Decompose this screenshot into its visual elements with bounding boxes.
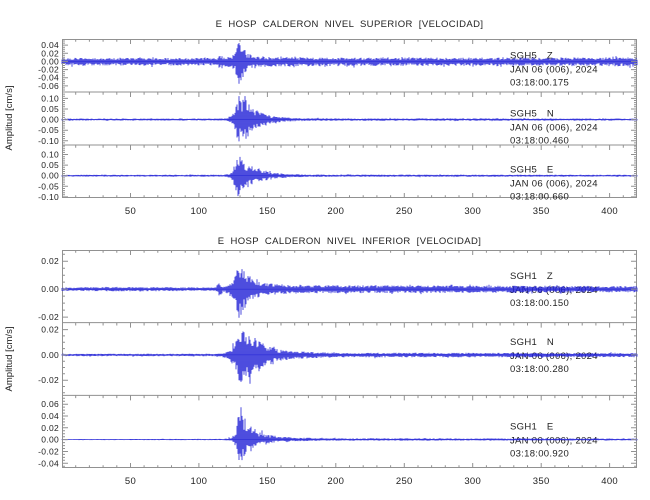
x-tick-label: 150 (259, 206, 276, 217)
x-tick-label: 50 (125, 206, 136, 217)
x-tick-label: 300 (464, 476, 481, 487)
y-tick-label: -0.05 (38, 125, 59, 135)
y-tick-label: 0.10 (41, 150, 59, 160)
y-tick-label: 0.00 (41, 56, 59, 66)
x-tick-label: 350 (533, 206, 550, 217)
waveform-trace-SGH5-E (61, 156, 638, 197)
station-label: SGH5 N (510, 109, 554, 120)
x-tick-label: 350 (533, 476, 550, 487)
y-tick-label: -0.04 (38, 73, 59, 83)
time-label: 03:18:00.280 (510, 364, 569, 375)
y-tick-label: -0.02 (38, 375, 59, 385)
y-tick-label: -0.06 (38, 81, 59, 91)
axis-ticks (62, 39, 637, 198)
y-tick-label: -0.10 (38, 136, 59, 146)
date-label: JAN 06 (006), 2024 (510, 436, 598, 447)
x-tick-label: 200 (327, 206, 344, 217)
x-tick-label: 50 (125, 476, 136, 487)
station-label: SGH5 Z (510, 50, 553, 61)
x-tick-label: 250 (396, 476, 413, 487)
x-tick-label: 250 (396, 206, 413, 217)
y-tick-label: 0.00 (41, 115, 59, 125)
y-tick-label: -0.10 (38, 192, 59, 202)
date-label: JAN 06 (006), 2024 (510, 179, 598, 190)
station-label: SGH1 Z (510, 271, 553, 282)
y-tick-label: -0.02 (38, 65, 59, 75)
y-tick-label: -0.02 (38, 312, 59, 322)
y-tick-label: 0.00 (41, 435, 59, 445)
y-tick-label: 0.00 (41, 171, 59, 181)
x-tick-label: 300 (464, 206, 481, 217)
station-label: SGH1 N (510, 337, 554, 348)
y-tick-label: -0.05 (38, 181, 59, 191)
y-tick-label: 0.02 (41, 48, 59, 58)
time-label: 03:18:00.920 (510, 449, 569, 460)
panel-title-inferior: E HOSP CALDERON NIVEL INFERIOR [VELOCIDA… (217, 236, 482, 247)
y-tick-label: 0.02 (41, 325, 59, 335)
time-label: 03:18:00.175 (510, 77, 569, 88)
x-tick-label: 100 (191, 476, 208, 487)
y-tick-label: 0.00 (41, 350, 59, 360)
x-tick-label: 400 (601, 476, 618, 487)
y-tick-label: 0.10 (41, 93, 59, 103)
time-label: 03:18:00.460 (510, 136, 569, 147)
y-tick-label: 0.04 (41, 40, 59, 50)
station-label: SGH1 E (510, 422, 554, 433)
time-label: 03:18:00.660 (510, 192, 569, 203)
x-tick-label: 100 (191, 206, 208, 217)
y-tick-label: 0.06 (41, 399, 59, 409)
axis-ticks (62, 250, 637, 468)
y-tick-label: -0.02 (38, 446, 59, 456)
x-tick-label: 200 (327, 476, 344, 487)
y-tick-label: 0.05 (41, 160, 59, 170)
y-tick-label: 0.05 (41, 104, 59, 114)
y-tick-label: 0.00 (41, 284, 59, 294)
y-tick-label: 0.04 (41, 411, 59, 421)
y-tick-label: 0.02 (41, 256, 59, 266)
date-label: JAN 06 (006), 2024 (510, 64, 598, 75)
y-tick-label: 0.02 (41, 423, 59, 433)
x-tick-label: 400 (601, 206, 618, 217)
y-tick-label: -0.04 (38, 458, 59, 468)
panel-title-superior: E HOSP CALDERON NIVEL SUPERIOR [VELOCIDA… (215, 19, 484, 30)
x-tick-label: 150 (259, 476, 276, 487)
station-label: SGH5 E (510, 165, 554, 176)
date-label: JAN 06 (006), 2024 (510, 123, 598, 134)
time-label: 03:18:00.150 (510, 298, 569, 309)
